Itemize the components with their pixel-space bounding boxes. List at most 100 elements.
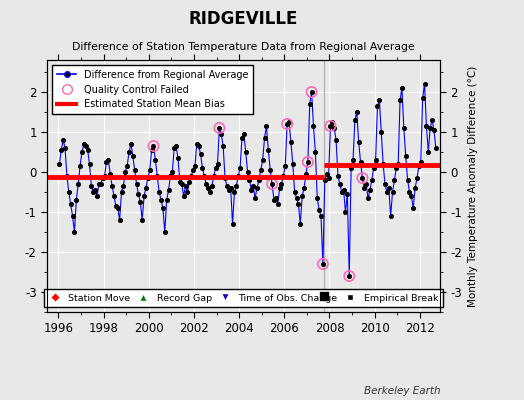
Point bbox=[130, 167, 139, 173]
Point bbox=[217, 131, 225, 137]
Point bbox=[55, 161, 63, 167]
Point bbox=[166, 173, 174, 179]
Point bbox=[89, 189, 97, 195]
Point bbox=[147, 147, 156, 153]
Point bbox=[405, 189, 413, 195]
Point bbox=[368, 177, 376, 183]
Point bbox=[123, 163, 132, 169]
Point bbox=[426, 125, 434, 131]
Point bbox=[215, 125, 224, 131]
Point bbox=[387, 213, 395, 219]
Point bbox=[176, 179, 184, 185]
Point bbox=[283, 121, 291, 127]
Point bbox=[162, 197, 171, 203]
Point bbox=[117, 189, 126, 195]
Point bbox=[102, 159, 111, 165]
Point bbox=[400, 125, 408, 131]
Point bbox=[337, 189, 346, 195]
Point bbox=[396, 97, 404, 103]
Point bbox=[313, 195, 321, 201]
Point bbox=[80, 141, 88, 147]
Point bbox=[413, 175, 421, 181]
Point bbox=[420, 81, 429, 87]
Point bbox=[336, 181, 344, 187]
Point bbox=[138, 217, 146, 223]
Point bbox=[390, 177, 399, 183]
Point bbox=[106, 171, 114, 177]
Point bbox=[247, 187, 256, 193]
Point bbox=[104, 157, 113, 163]
Point bbox=[309, 123, 318, 129]
Point bbox=[287, 139, 295, 145]
Point bbox=[372, 157, 380, 163]
Point bbox=[345, 273, 354, 279]
Point bbox=[140, 193, 148, 199]
Point bbox=[290, 189, 299, 195]
Point bbox=[326, 123, 335, 129]
Point bbox=[101, 173, 109, 179]
Point bbox=[283, 121, 291, 127]
Point bbox=[63, 173, 71, 179]
Point bbox=[83, 147, 92, 153]
Point bbox=[108, 183, 116, 189]
Point bbox=[281, 163, 289, 169]
Point bbox=[181, 183, 190, 189]
Point bbox=[292, 195, 301, 201]
Point bbox=[303, 159, 312, 165]
Point bbox=[356, 159, 365, 165]
Point bbox=[258, 157, 267, 163]
Point bbox=[417, 159, 425, 165]
Point bbox=[187, 173, 195, 179]
Point bbox=[308, 89, 316, 95]
Point bbox=[398, 85, 406, 91]
Point bbox=[362, 181, 370, 187]
Point bbox=[202, 181, 211, 187]
Point bbox=[95, 181, 103, 187]
Point bbox=[377, 129, 386, 135]
Point bbox=[285, 119, 293, 125]
Point bbox=[322, 171, 331, 177]
Point bbox=[196, 151, 205, 157]
Point bbox=[262, 123, 270, 129]
Text: Berkeley Earth: Berkeley Earth bbox=[364, 386, 440, 396]
Point bbox=[210, 173, 218, 179]
Point bbox=[127, 141, 135, 147]
Point bbox=[257, 167, 265, 173]
Point bbox=[311, 149, 320, 155]
Point bbox=[244, 169, 252, 175]
Point bbox=[277, 181, 286, 187]
Point bbox=[268, 181, 276, 187]
Point bbox=[381, 181, 389, 187]
Point bbox=[213, 161, 222, 167]
Point bbox=[409, 205, 418, 211]
Point bbox=[358, 175, 367, 181]
Point bbox=[392, 165, 400, 171]
Point bbox=[172, 143, 180, 149]
Point bbox=[260, 135, 269, 141]
Point bbox=[134, 191, 143, 197]
Point bbox=[136, 199, 145, 205]
Point bbox=[330, 125, 339, 131]
Point bbox=[165, 187, 173, 193]
Point bbox=[200, 173, 209, 179]
Point bbox=[349, 157, 357, 163]
Point bbox=[253, 185, 261, 191]
Point bbox=[317, 213, 325, 219]
Point bbox=[419, 95, 427, 101]
Point bbox=[133, 181, 141, 187]
Point bbox=[193, 141, 201, 147]
Point bbox=[366, 187, 374, 193]
Point bbox=[411, 185, 419, 191]
Point bbox=[223, 183, 231, 189]
Point bbox=[276, 185, 284, 191]
Point bbox=[185, 179, 193, 185]
Point bbox=[315, 207, 323, 213]
Point bbox=[245, 177, 254, 183]
Point bbox=[385, 185, 393, 191]
Point bbox=[432, 145, 440, 151]
Point bbox=[194, 143, 203, 149]
Point bbox=[74, 181, 82, 187]
Point bbox=[324, 175, 333, 181]
Point bbox=[271, 195, 280, 201]
Point bbox=[230, 189, 238, 195]
